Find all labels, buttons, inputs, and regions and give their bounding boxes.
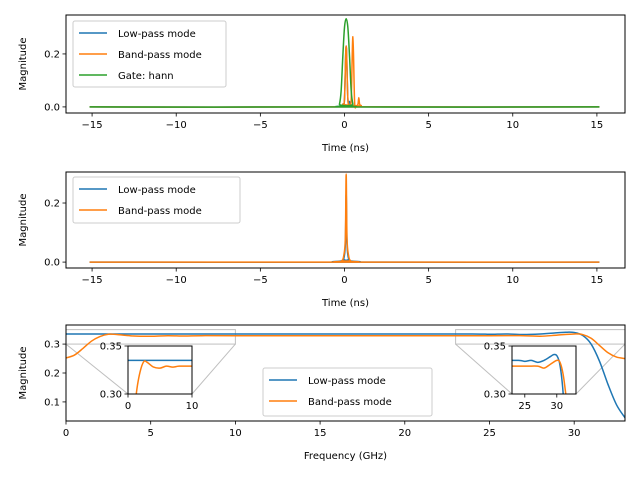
subplot-3: 0 5 10 15 20 25 30 0.1 0.2 0.3 Frequency (GHz) Magn… [18, 324, 626, 462]
legend-entry: Band-pass mode [118, 50, 202, 61]
x-axis-label: Time (ns) [321, 143, 369, 154]
series-line-gate [89, 17, 600, 108]
inset-frame [511, 345, 577, 395]
legend: Low-pass mode Band-pass mode Gate: hann [72, 20, 227, 88]
y-tick-label: 0.0 [44, 258, 60, 269]
series-line-low-pass [66, 331, 625, 419]
y-axis-label: Magnitude [18, 194, 29, 247]
inset-x-tick-label: 0 [125, 401, 131, 412]
legend: Low-pass mode Band-pass mode [72, 176, 241, 224]
inset-x-tick-label: 10 [186, 401, 199, 412]
x-tick-label: −10 [166, 275, 187, 286]
inset-y-tick-label: 0.35 [484, 342, 506, 353]
inset-y-tick-label: 0.35 [100, 342, 122, 353]
x-tick-label: 5 [425, 275, 431, 286]
x-axis-label: Time (ns) [321, 298, 369, 309]
axes-frame [65, 171, 626, 269]
legend-entry: Band-pass mode [308, 397, 392, 408]
y-tick-label: 0.2 [44, 49, 60, 60]
inset-background [128, 346, 192, 394]
inset-x-tick-label: 25 [518, 401, 531, 412]
legend-entry: Low-pass mode [118, 185, 196, 196]
y-axis-label: Magnitude [18, 347, 29, 400]
x-tick-label: 15 [314, 428, 327, 439]
inset-1: 0 10 0.30 0.35 [100, 342, 199, 413]
inset-x-tick-label: 30 [550, 401, 563, 412]
inset-1-zoom-region [66, 329, 236, 345]
x-tick-label: −5 [253, 120, 268, 131]
x-tick-label: 5 [148, 428, 154, 439]
y-tick-label: 0.2 [44, 199, 60, 210]
x-axis-label: Frequency (GHz) [304, 451, 387, 462]
x-tick-label: −5 [253, 275, 268, 286]
x-tick-label: −10 [166, 120, 187, 131]
x-tick-label: 0 [341, 120, 347, 131]
y-tick-label: 0.0 [44, 102, 60, 113]
subplot-2: −15 −10 −5 0 5 10 15 0.0 0.2 Time (ns) Magnitude Lo… [18, 171, 626, 309]
x-tick-label: 10 [506, 120, 519, 131]
legend-entry: Low-pass mode [308, 376, 386, 387]
series-line-band-pass [89, 173, 600, 263]
x-tick-label: 10 [229, 428, 242, 439]
subplot-1: −15 −10 −5 0 5 10 15 0.0 0.2 Time (ns) Magnitude Lo… [18, 14, 626, 154]
y-tick-label: 0.2 [44, 369, 60, 380]
inset-1-connector-left [65, 343, 129, 395]
legend: Low-pass mode Band-pass mode [262, 367, 433, 417]
legend-frame [72, 20, 227, 88]
inset-2-connector-right [575, 343, 626, 395]
x-tick-label: 15 [591, 275, 604, 286]
x-tick-label: 0 [341, 275, 347, 286]
axes-frame [65, 14, 626, 114]
inset-frame [127, 345, 193, 395]
legend-entry: Band-pass mode [118, 206, 202, 217]
y-tick-label: 0.1 [44, 397, 60, 408]
x-tick-label: 30 [568, 428, 581, 439]
x-tick-label: 25 [483, 428, 496, 439]
x-tick-label: −15 [82, 275, 103, 286]
inset-2: 25 30 0.30 0.35 [484, 342, 577, 412]
inset-1-connector-right [191, 343, 236, 395]
legend-entry: Low-pass mode [118, 29, 196, 40]
series-line-band-pass [66, 333, 625, 360]
inset-series-line-low-pass [512, 353, 564, 394]
inset-2-connector-left [455, 343, 513, 395]
legend-frame [262, 367, 433, 417]
inset-y-tick-label: 0.30 [484, 390, 506, 401]
y-tick-label: 0.3 [44, 340, 60, 351]
x-tick-label: 5 [425, 120, 431, 131]
x-tick-label: 15 [591, 120, 604, 131]
inset-series-line-band-pass [512, 359, 567, 394]
series-line-band-pass [89, 35, 600, 109]
x-tick-label: 20 [398, 428, 411, 439]
x-tick-label: 10 [506, 275, 519, 286]
inset-y-tick-label: 0.30 [100, 390, 122, 401]
y-axis-label: Magnitude [18, 38, 29, 91]
legend-frame [72, 176, 241, 224]
inset-background [512, 346, 576, 394]
x-tick-label: −15 [82, 120, 103, 131]
inset-series-line-band-pass [135, 360, 192, 394]
x-tick-label: 0 [63, 428, 69, 439]
legend-entry: Gate: hann [118, 71, 174, 82]
